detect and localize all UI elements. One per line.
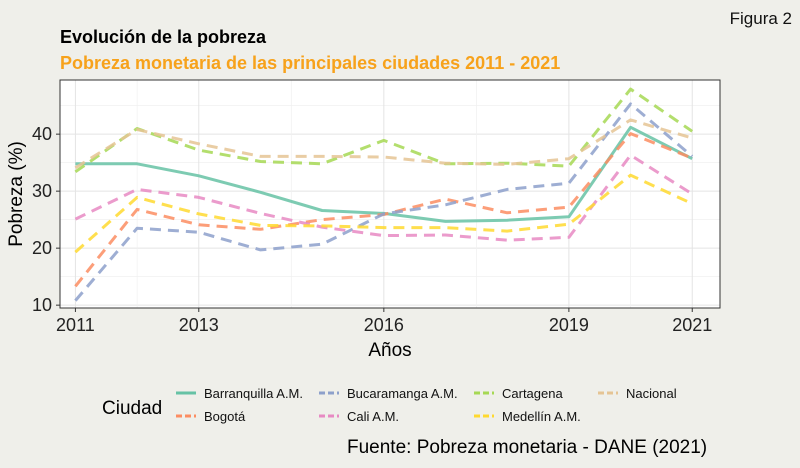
series-line-5 xyxy=(74,173,693,254)
y-tick-label: 40 xyxy=(32,124,52,144)
legend-label-0: Barranquilla A.M. xyxy=(204,386,303,401)
legend-label-3: Cali A.M. xyxy=(347,409,399,424)
x-tick-label: 2011 xyxy=(56,315,95,335)
source-note: Fuente: Pobreza monetaria - DANE (2021) xyxy=(347,437,708,458)
x-tick-label: 2021 xyxy=(672,315,712,335)
x-tick-label: 2016 xyxy=(364,315,404,335)
y-tick-label: 30 xyxy=(32,181,52,201)
chart-title: Evolución de la pobreza xyxy=(60,27,267,47)
y-axis-title: Pobreza (%) xyxy=(6,141,27,247)
legend-label-2: Bucaramanga A.M. xyxy=(347,386,458,401)
series-line-4 xyxy=(74,87,694,174)
legend-label-5: Medellín A.M. xyxy=(502,409,581,424)
x-tick-label: 2019 xyxy=(549,315,589,335)
figure-label: Figura 2 xyxy=(729,9,792,28)
y-tick-label: 20 xyxy=(32,238,52,258)
legend-label-4: Cartagena xyxy=(502,386,563,401)
plot-panel xyxy=(60,80,720,308)
series-line-2 xyxy=(74,102,694,302)
series-line-6 xyxy=(74,118,693,170)
plot-border xyxy=(59,79,721,309)
legend-title: Ciudad xyxy=(102,398,162,419)
x-axis-title: Años xyxy=(368,340,411,361)
series-line-3 xyxy=(74,153,693,242)
y-tick-label: 10 xyxy=(32,295,52,315)
chart-subtitle: Pobreza monetaria de las principales ciu… xyxy=(60,53,561,73)
legend-label-6: Nacional xyxy=(626,386,677,401)
legend-label-1: Bogotá xyxy=(204,409,246,424)
x-tick-label: 2013 xyxy=(179,315,219,335)
